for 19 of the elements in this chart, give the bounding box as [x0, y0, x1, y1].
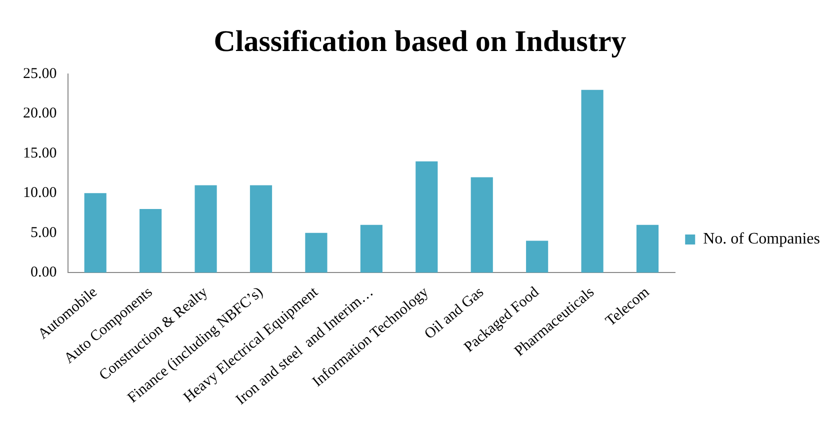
bar: [140, 209, 162, 273]
bar: [194, 185, 217, 273]
chart-title: Classification based on Industry: [212, 24, 628, 60]
bar: [416, 161, 438, 273]
bar: [250, 185, 272, 273]
bar: [581, 90, 604, 273]
y-tick-label: 15.00: [23, 145, 57, 162]
y-tick-label: 25.00: [23, 66, 57, 82]
bar: [305, 232, 328, 273]
y-tick-label: 5.00: [30, 224, 57, 241]
bar: [526, 240, 548, 273]
legend-label: No. of Companies: [703, 230, 820, 248]
y-tick-label: 10.00: [23, 185, 57, 202]
bar: [636, 224, 659, 273]
bar: [470, 177, 493, 273]
bar: [360, 224, 382, 273]
bar: [84, 193, 106, 273]
y-tick-label: 20.00: [23, 106, 57, 122]
y-tick-label: 0.00: [30, 264, 57, 280]
